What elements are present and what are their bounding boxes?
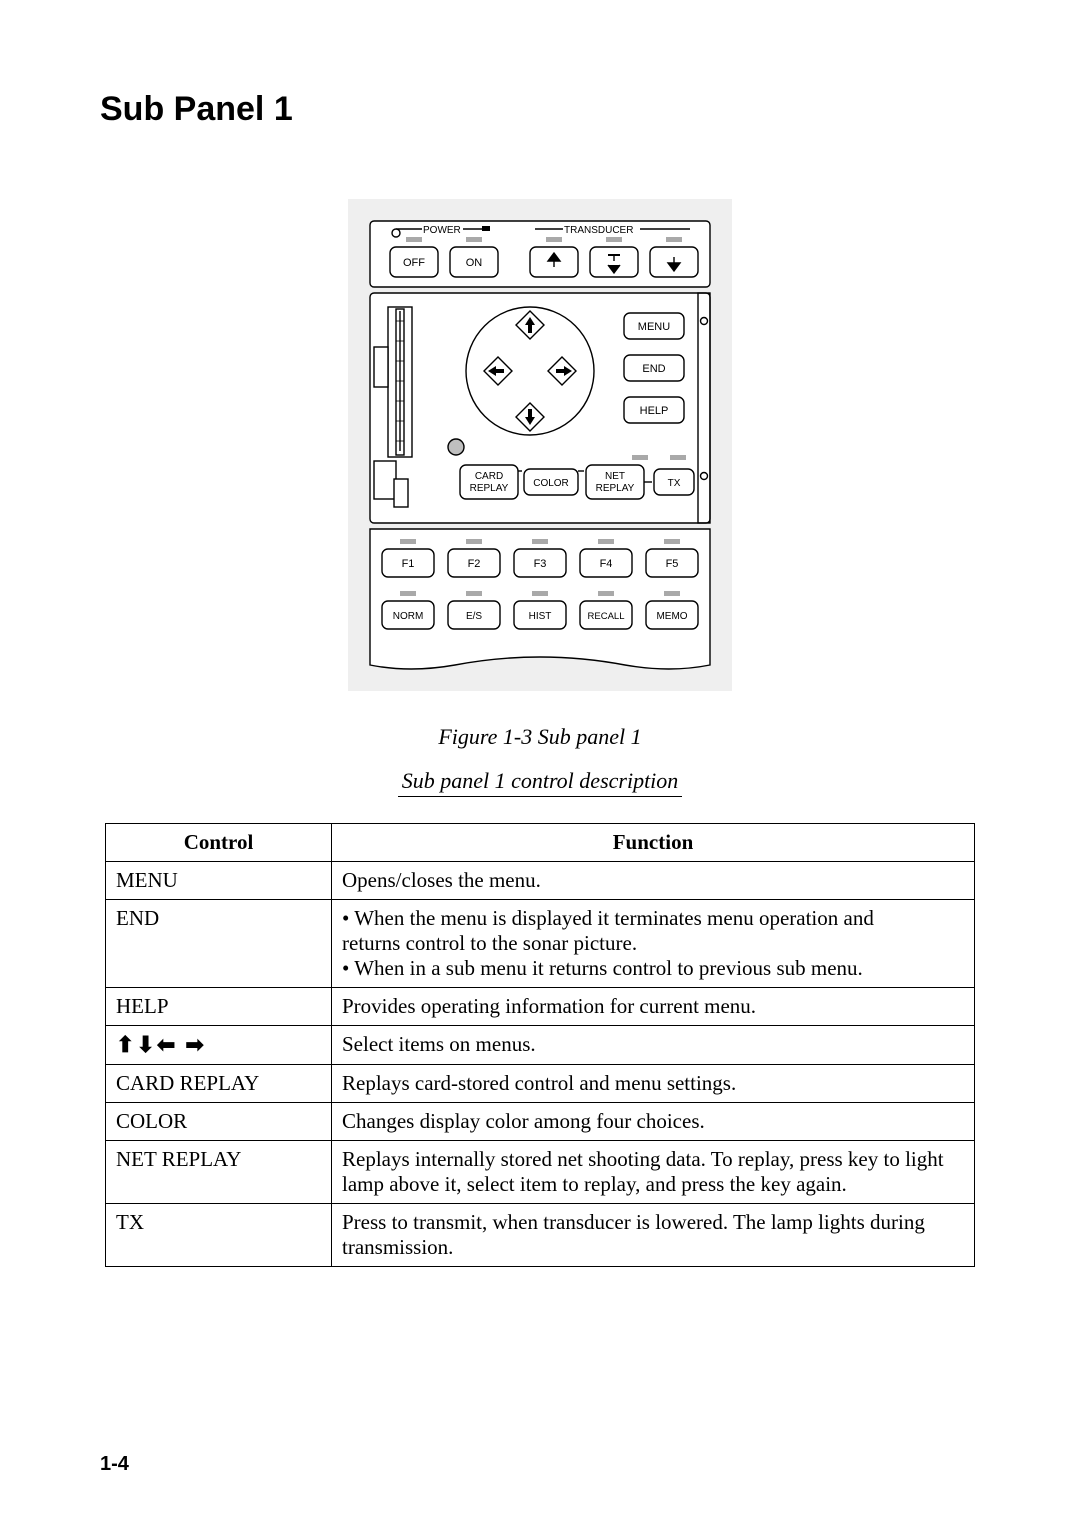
- cell-function: Replays card-stored control and menu set…: [332, 1065, 975, 1103]
- btn-help: HELP: [640, 405, 669, 417]
- table-row: END• When the menu is displayed it termi…: [106, 900, 975, 988]
- table-row: CARD REPLAYReplays card-stored control a…: [106, 1065, 975, 1103]
- btn-tx: TX: [668, 478, 681, 489]
- cell-function: Changes display color among four choices…: [332, 1103, 975, 1141]
- cell-function: Replays internally stored net shooting d…: [332, 1141, 975, 1204]
- table-row: NET REPLAYReplays internally stored net …: [106, 1141, 975, 1204]
- cell-control: COLOR: [106, 1103, 332, 1141]
- panel-figure: POWER TRANSDUCER OFF: [348, 199, 732, 691]
- page: Sub Panel 1 POWER TRANSDUCER: [0, 0, 1080, 1526]
- svg-text:CARD: CARD: [475, 471, 503, 482]
- cell-control: HELP: [106, 988, 332, 1026]
- btn-on: ON: [466, 257, 483, 269]
- table-row: COLORChanges display color among four ch…: [106, 1103, 975, 1141]
- cell-control: CARD REPLAY: [106, 1065, 332, 1103]
- cell-function: Opens/closes the menu.: [332, 862, 975, 900]
- svg-text:REPLAY: REPLAY: [596, 483, 635, 494]
- cell-control: MENU: [106, 862, 332, 900]
- cell-control: TX: [106, 1204, 332, 1267]
- figure-caption: Figure 1-3 Sub panel 1: [100, 724, 980, 750]
- btn-off: OFF: [403, 257, 425, 269]
- table-row: MENUOpens/closes the menu.: [106, 862, 975, 900]
- svg-text:F1: F1: [402, 558, 415, 570]
- th-function: Function: [332, 824, 975, 862]
- svg-text:E/S: E/S: [466, 611, 482, 622]
- svg-text:F5: F5: [666, 558, 679, 570]
- table-row: TXPress to transmit, when transducer is …: [106, 1204, 975, 1267]
- svg-text:MEMO: MEMO: [656, 611, 687, 622]
- panel-figure-wrap: POWER TRANSDUCER OFF: [100, 199, 980, 1267]
- btn-menu: MENU: [638, 321, 670, 333]
- cell-control: NET REPLAY: [106, 1141, 332, 1204]
- svg-text:F4: F4: [600, 558, 613, 570]
- svg-text:NET: NET: [605, 471, 625, 482]
- btn-end: END: [642, 363, 665, 375]
- arrow-icons: ⬆⬇⬅ ➡: [116, 1032, 206, 1057]
- cell-function: Select items on menus.: [332, 1026, 975, 1065]
- svg-text:REPLAY: REPLAY: [470, 483, 509, 494]
- label-power: POWER: [423, 225, 461, 236]
- svg-text:RECALL: RECALL: [588, 611, 625, 622]
- svg-text:NORM: NORM: [393, 611, 424, 622]
- control-table: Control Function MENUOpens/closes the me…: [105, 823, 975, 1267]
- label-transducer: TRANSDUCER: [564, 225, 633, 236]
- svg-text:F3: F3: [534, 558, 547, 570]
- table-row: ⬆⬇⬅ ➡ Select items on menus.: [106, 1026, 975, 1065]
- table-caption: Sub panel 1 control description: [398, 768, 683, 797]
- cell-function: Provides operating information for curre…: [332, 988, 975, 1026]
- svg-text:F2: F2: [468, 558, 481, 570]
- cell-control: END: [106, 900, 332, 988]
- th-control: Control: [106, 824, 332, 862]
- cell-control: ⬆⬇⬅ ➡: [106, 1026, 332, 1065]
- page-title: Sub Panel 1: [100, 90, 980, 129]
- cell-function: Press to transmit, when transducer is lo…: [332, 1204, 975, 1267]
- table-row: HELPProvides operating information for c…: [106, 988, 975, 1026]
- page-number: 1-4: [100, 1453, 129, 1476]
- btn-color: COLOR: [533, 478, 569, 489]
- svg-text:HIST: HIST: [529, 611, 552, 622]
- panel-svg: POWER TRANSDUCER OFF: [360, 211, 720, 681]
- cell-function: • When the menu is displayed it terminat…: [332, 900, 975, 988]
